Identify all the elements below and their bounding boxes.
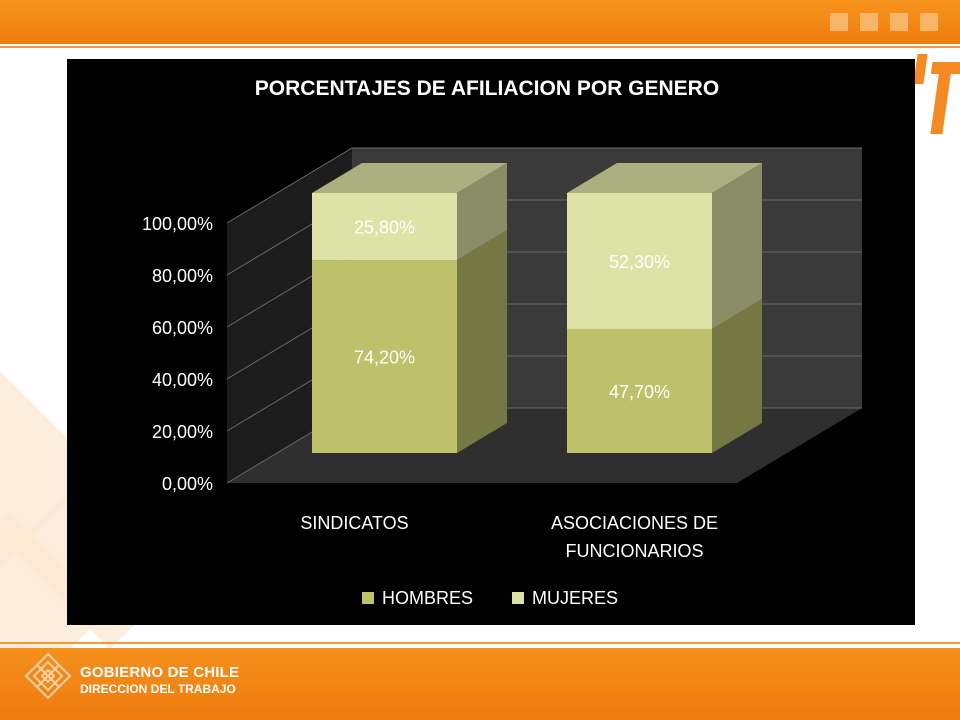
y-tick-label: 100,00% <box>142 214 213 234</box>
bar-top <box>312 163 507 193</box>
data-label: 25,80% <box>354 218 415 238</box>
decor-letters <box>900 54 960 134</box>
data-label: 52,30% <box>609 252 670 272</box>
org-subname: DIRECCION DEL TRABAJO <box>80 682 236 696</box>
bar-segment <box>567 328 712 453</box>
bar-side <box>712 163 762 329</box>
y-tick-label: 20,00% <box>152 422 213 442</box>
plot-area: 0,00% 20,00% 40,00% 60,00% 80,00% 100,00% 74,2… <box>142 147 862 561</box>
x-category-label: ASOCIACIONES DE <box>551 513 718 533</box>
chart-title: PORCENTAJES DE AFILIACION POR GENERO <box>255 77 719 100</box>
bar-segment <box>312 260 457 453</box>
bar-side <box>457 230 507 453</box>
data-label: 47,70% <box>609 382 670 402</box>
government-text: GOBIERNO DE CHILE DIRECCION DEL TRABAJO <box>80 664 239 696</box>
bar-segment <box>312 193 457 261</box>
top-orange-band <box>0 0 960 48</box>
bar-segment <box>567 193 712 329</box>
y-tick-label: 0,00% <box>162 474 213 494</box>
y-tick-label: 80,00% <box>152 266 213 286</box>
bar-top <box>567 163 762 193</box>
x-category-label: FUNCIONARIOS <box>565 541 703 561</box>
decor-square <box>920 13 938 31</box>
decor-letter-shape <box>913 54 960 134</box>
org-name: GOBIERNO DE CHILE <box>80 664 240 681</box>
data-label: 74,20% <box>354 348 415 368</box>
gridline <box>226 147 862 224</box>
y-tick-label: 40,00% <box>152 370 213 390</box>
decor-square <box>830 13 848 31</box>
bar-side <box>457 163 507 261</box>
legend-swatch <box>512 592 524 604</box>
decor-square <box>860 13 878 31</box>
legend-label: HOMBRES <box>382 588 473 608</box>
y-tick-label: 60,00% <box>152 318 213 338</box>
government-logo-icon <box>24 652 72 700</box>
legend-swatch <box>362 592 374 604</box>
decor-square <box>890 13 908 31</box>
x-category-label: SINDICATOS <box>300 513 408 533</box>
chart-svg: PORCENTAJES DE AFILIACION POR GENERO 0,0… <box>142 77 862 608</box>
bar-side <box>712 298 762 453</box>
legend: HOMBRES MUJERES <box>362 588 618 608</box>
chart-panel: PORCENTAJES DE AFILIACION POR GENERO 0,0… <box>67 59 915 625</box>
legend-label: MUJERES <box>532 588 618 608</box>
bottom-orange-band <box>0 642 960 720</box>
